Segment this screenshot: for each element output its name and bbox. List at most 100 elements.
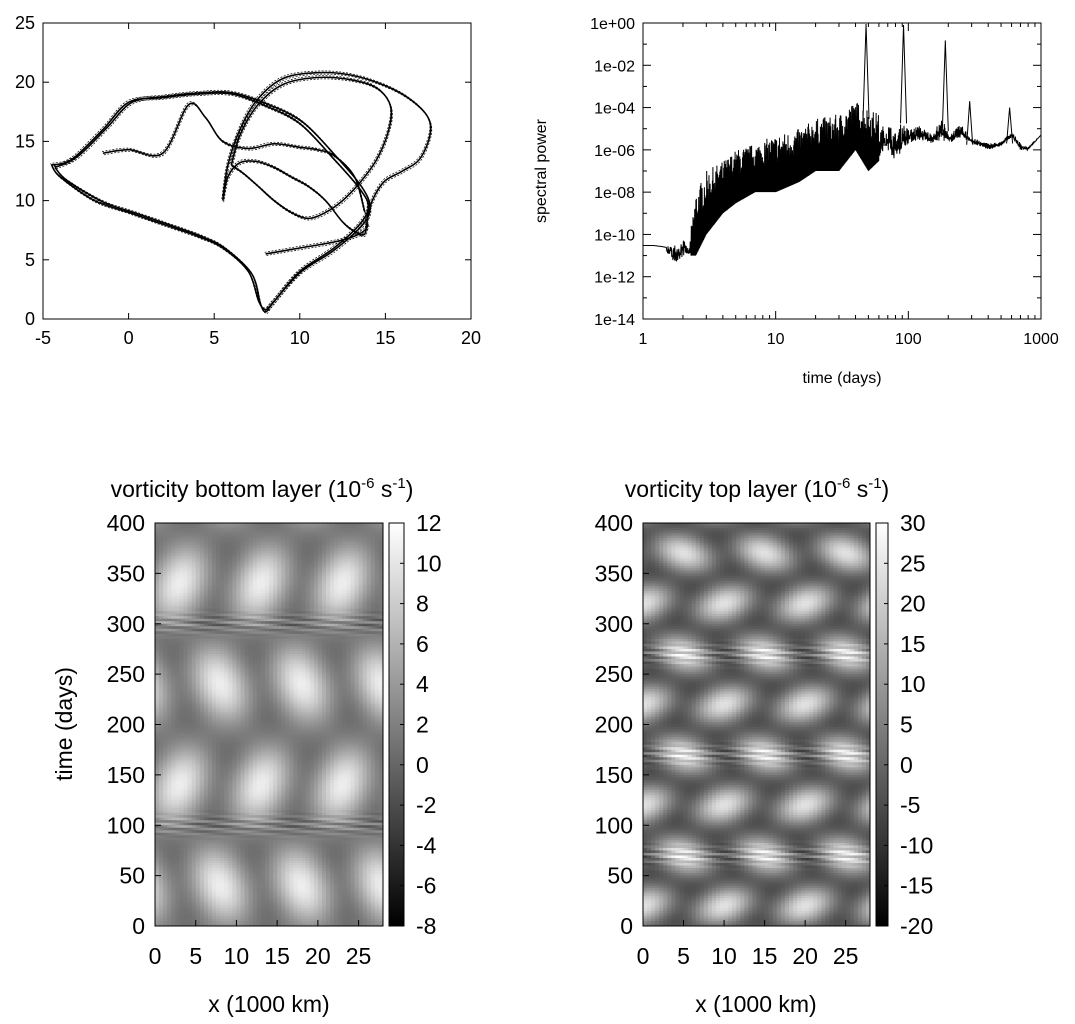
heat-cell (195, 711, 201, 715)
heat-cell (256, 578, 262, 582)
heat-cell (362, 734, 368, 738)
heat-cell (260, 573, 266, 577)
heat-cell (195, 588, 201, 592)
heat-cell (199, 714, 205, 718)
heat-cell (187, 709, 193, 713)
heat-cell (309, 704, 315, 708)
heat-cell (301, 684, 307, 688)
heat-cell (207, 721, 213, 725)
heat-cell (252, 709, 258, 713)
heat-cell (240, 721, 245, 725)
heat-cell (175, 664, 180, 667)
heat-cell (159, 666, 164, 670)
heat-cell (264, 611, 270, 615)
heat-cell (224, 689, 229, 693)
heat-cell (236, 664, 241, 667)
heat-cell (195, 716, 201, 720)
heat-cell (220, 716, 225, 720)
heat-cell (313, 603, 319, 607)
heat-cell (269, 538, 274, 542)
heat-cell (313, 737, 319, 741)
heat-cell (362, 701, 368, 705)
heat-cell (301, 523, 307, 526)
heat-cell (240, 686, 245, 690)
heat-cell (236, 555, 241, 559)
heat-cell (366, 538, 372, 542)
heat-cell (346, 616, 351, 620)
heat-cell (179, 664, 184, 667)
heat-cell (159, 608, 164, 612)
heat-cell (281, 721, 286, 725)
heat-cell (216, 638, 221, 642)
heat-cell (264, 686, 270, 690)
heat-cell (342, 676, 347, 680)
heat-cell (159, 704, 164, 708)
heat-cell (191, 686, 197, 690)
heat-cell (321, 583, 327, 587)
heat-cell (163, 580, 168, 584)
heat-cell (260, 737, 266, 741)
heat-cell (260, 701, 266, 705)
heat-cell (321, 716, 327, 720)
heat-cell (236, 628, 241, 632)
heat-cell (285, 601, 290, 604)
heat-cell (244, 686, 250, 690)
heat-cell (281, 611, 286, 615)
heat-cell (289, 709, 294, 713)
heat-cell (305, 540, 311, 544)
heat-cell (199, 686, 205, 690)
heat-cell (346, 659, 351, 662)
heat-cell (163, 535, 168, 539)
heat-cell (163, 669, 168, 673)
heat-cell (321, 555, 327, 559)
heat-cell (326, 666, 331, 670)
heat-cell (203, 674, 209, 678)
heat-cell (305, 616, 311, 620)
heat-cell (175, 724, 180, 728)
heat-cell (191, 618, 197, 622)
heat-cell (342, 570, 347, 574)
heat-cell (216, 676, 221, 680)
heat-cell (187, 560, 193, 564)
heat-cell (277, 621, 282, 625)
heat-cell (155, 732, 160, 735)
heat-cell (159, 533, 164, 536)
heat-cell (297, 648, 302, 652)
heat-cell (228, 575, 233, 579)
heat-cell (232, 721, 237, 725)
heat-cell (216, 530, 221, 534)
heat-cell (191, 724, 197, 728)
heat-cell (301, 540, 307, 544)
heat-cell (224, 608, 229, 612)
heat-cell (277, 653, 282, 657)
heat-cell (212, 664, 217, 667)
heat-cell (285, 721, 290, 725)
heat-cell (350, 591, 355, 594)
heat-cell (236, 727, 241, 730)
heat-cell (244, 540, 250, 544)
heat-cell (163, 674, 168, 678)
heat-cell (163, 716, 168, 720)
heat-cell (321, 628, 327, 632)
heat-cell (321, 691, 327, 695)
heat-cell (260, 596, 266, 599)
heat-cell (309, 737, 315, 741)
heat-cell (216, 588, 221, 592)
heat-cell (183, 550, 188, 554)
heat-cell (187, 618, 193, 622)
heat-cell (260, 714, 266, 718)
heat-cell (366, 533, 372, 536)
heat-cell (297, 618, 302, 622)
heat-cell (281, 689, 286, 693)
heat-cell (212, 651, 217, 655)
heat-cell (346, 593, 351, 597)
heat-cell (220, 618, 225, 622)
heat-cell (187, 636, 193, 640)
heat-cell (252, 601, 258, 604)
heat-cell (264, 721, 270, 725)
heat-cell (244, 651, 250, 655)
heat-cell (297, 553, 302, 557)
heat-cell (203, 606, 209, 610)
heat-cell (285, 714, 290, 718)
heat-cell (183, 719, 188, 723)
